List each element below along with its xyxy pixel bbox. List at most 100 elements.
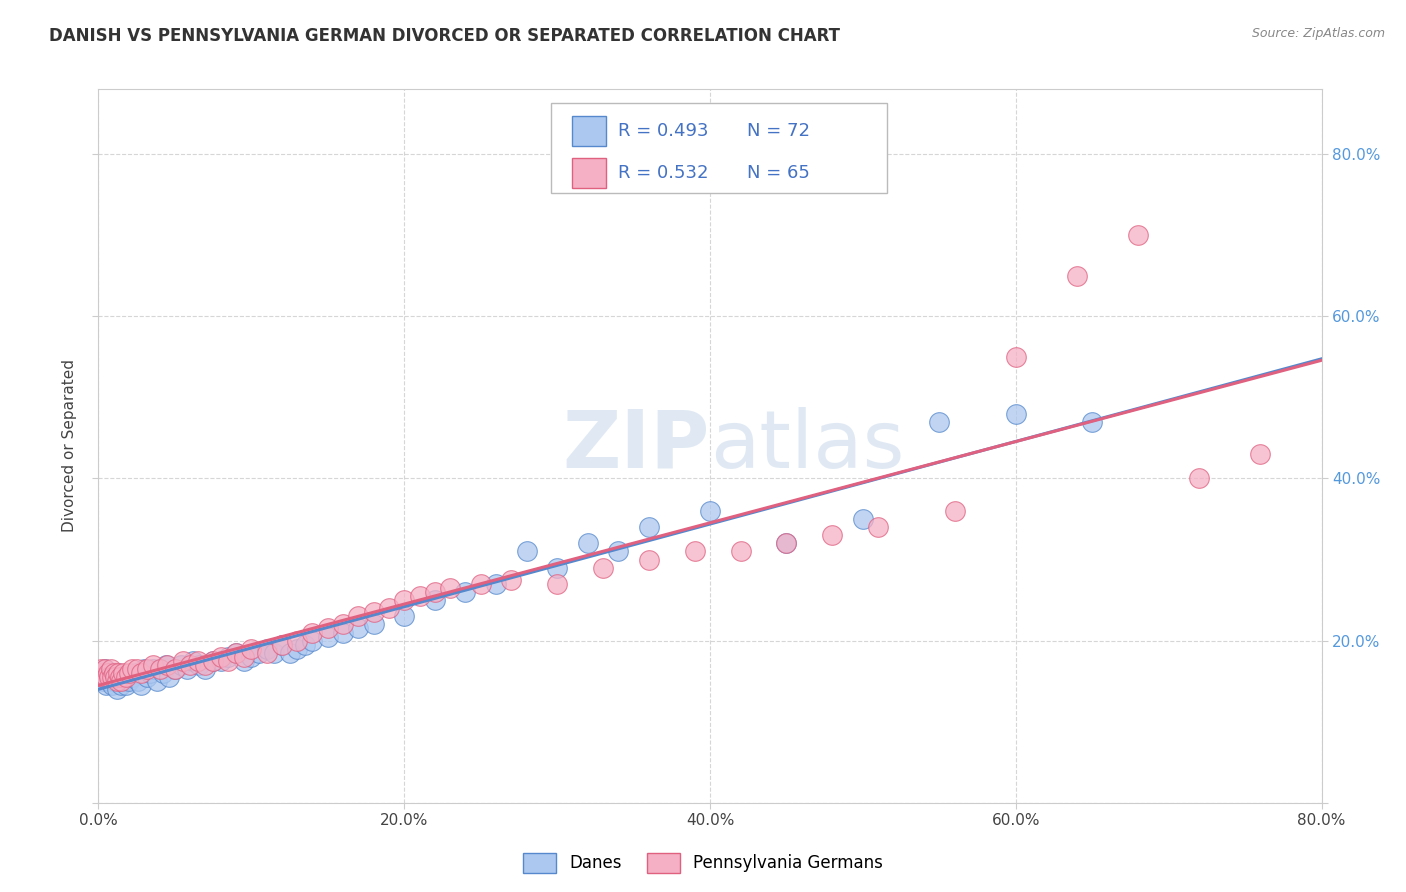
- Point: [285, 633, 308, 648]
- Point: [136, 670, 159, 684]
- Point: [170, 657, 193, 672]
- Point: [1004, 350, 1026, 364]
- Point: [1081, 415, 1104, 429]
- Legend: Danes, Pennsylvania Germans: Danes, Pennsylvania Germans: [516, 847, 890, 880]
- Point: [118, 666, 141, 681]
- Point: [91, 674, 114, 689]
- Point: [263, 646, 285, 660]
- Point: [179, 657, 201, 672]
- Point: [316, 630, 339, 644]
- Point: [111, 666, 134, 681]
- Point: [225, 646, 247, 660]
- Point: [118, 674, 141, 689]
- Point: [107, 666, 129, 681]
- Point: [93, 662, 115, 676]
- Point: [145, 674, 167, 689]
- Point: [301, 633, 323, 648]
- Point: [301, 625, 323, 640]
- Point: [232, 654, 254, 668]
- Point: [378, 601, 401, 615]
- Point: [501, 573, 523, 587]
- Point: [485, 577, 508, 591]
- Point: [94, 678, 117, 692]
- Point: [637, 520, 661, 534]
- Point: [363, 617, 385, 632]
- Text: DANISH VS PENNSYLVANIA GERMAN DIVORCED OR SEPARATED CORRELATION CHART: DANISH VS PENNSYLVANIA GERMAN DIVORCED O…: [49, 27, 841, 45]
- Point: [240, 649, 263, 664]
- Point: [576, 536, 599, 550]
- Point: [115, 678, 138, 692]
- Point: [256, 646, 278, 660]
- Point: [129, 678, 152, 692]
- Point: [225, 646, 247, 660]
- Point: [332, 617, 354, 632]
- Text: N = 65: N = 65: [747, 164, 810, 182]
- Point: [592, 560, 614, 574]
- Text: N = 72: N = 72: [747, 121, 810, 139]
- Point: [181, 654, 204, 668]
- Point: [1249, 447, 1271, 461]
- Point: [392, 593, 416, 607]
- Text: atlas: atlas: [710, 407, 904, 485]
- Point: [134, 662, 156, 676]
- Point: [112, 674, 135, 689]
- Point: [103, 670, 125, 684]
- Point: [1004, 407, 1026, 421]
- Point: [111, 670, 134, 684]
- Point: [683, 544, 706, 558]
- Point: [347, 609, 370, 624]
- Point: [699, 504, 721, 518]
- Point: [136, 662, 159, 676]
- Point: [607, 544, 630, 558]
- Point: [188, 657, 211, 672]
- Point: [217, 649, 239, 664]
- Point: [127, 674, 149, 689]
- Point: [90, 666, 112, 681]
- Point: [637, 552, 661, 566]
- Point: [155, 657, 177, 672]
- Text: ZIP: ZIP: [562, 407, 710, 485]
- Point: [124, 666, 146, 681]
- Point: [516, 544, 538, 558]
- Point: [408, 589, 430, 603]
- Point: [94, 670, 117, 684]
- Point: [546, 577, 568, 591]
- Point: [256, 641, 278, 656]
- Point: [392, 609, 416, 624]
- Point: [156, 657, 179, 672]
- Point: [115, 670, 138, 684]
- FancyBboxPatch shape: [551, 103, 887, 193]
- Point: [108, 670, 131, 684]
- Point: [107, 666, 129, 681]
- Y-axis label: Divorced or Separated: Divorced or Separated: [62, 359, 77, 533]
- Point: [943, 504, 966, 518]
- Point: [821, 528, 844, 542]
- Point: [139, 666, 162, 681]
- Point: [129, 666, 152, 681]
- Point: [91, 670, 114, 684]
- Point: [209, 649, 232, 664]
- Point: [90, 662, 112, 676]
- Point: [101, 678, 124, 692]
- Point: [332, 625, 354, 640]
- Point: [194, 657, 217, 672]
- Point: [103, 666, 125, 681]
- Point: [97, 666, 120, 681]
- Point: [89, 670, 111, 684]
- Point: [194, 662, 217, 676]
- FancyBboxPatch shape: [572, 116, 606, 145]
- Point: [98, 674, 121, 689]
- Point: [125, 662, 148, 676]
- Point: [730, 544, 752, 558]
- Point: [108, 670, 131, 684]
- Point: [157, 670, 180, 684]
- Point: [121, 662, 143, 676]
- Point: [142, 657, 165, 672]
- Point: [439, 581, 461, 595]
- Point: [97, 670, 120, 684]
- Point: [775, 536, 797, 550]
- Point: [105, 682, 128, 697]
- Point: [105, 674, 128, 689]
- Point: [202, 654, 225, 668]
- Point: [217, 654, 239, 668]
